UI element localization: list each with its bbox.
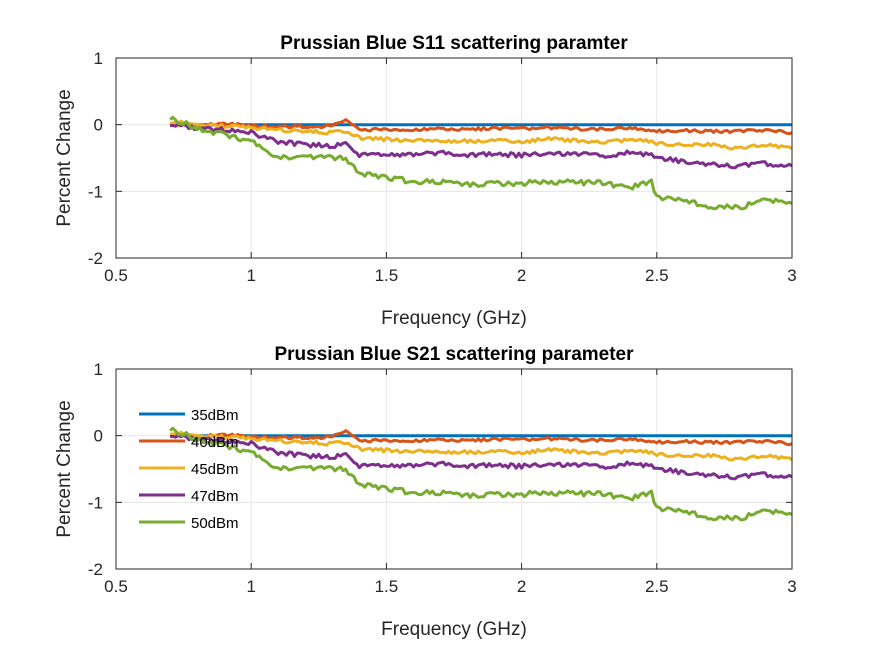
series-line-50dBm (169, 426, 793, 522)
x-tick-label: 2.5 (645, 266, 669, 285)
y-tick-label: -2 (88, 560, 103, 579)
y-tick-label: 1 (94, 49, 103, 68)
x-axis-label: Frequency (GHz) (381, 619, 527, 640)
y-tick-label: 0 (94, 116, 103, 135)
y-axis-label: Percent Change (54, 89, 75, 226)
x-tick-label: 0.5 (104, 266, 128, 285)
chart-title: Prussian Blue S11 scattering paramter (280, 33, 628, 54)
series-line-45dBm (169, 119, 793, 151)
x-tick-label: 2.5 (645, 577, 669, 596)
x-tick-label: 1.5 (375, 266, 399, 285)
x-axis-label: Frequency (GHz) (381, 308, 527, 329)
legend-label: 45dBm (191, 461, 239, 478)
series-line-45dBm (169, 430, 793, 462)
legend-label: 40dBm (191, 434, 239, 451)
series-line-47dBm (169, 122, 793, 170)
series-line-50dBm (169, 115, 793, 211)
series-line-47dBm (169, 433, 793, 481)
y-tick-label: 1 (94, 360, 103, 379)
x-tick-label: 2 (517, 266, 526, 285)
x-tick-label: 2 (517, 577, 526, 596)
x-tick-label: 3 (787, 577, 796, 596)
x-tick-label: 1 (246, 577, 255, 596)
legend: 35dBm 40dBm 45dBm 47dBm 50dBm (139, 407, 239, 532)
plot-2: 0.5 1 1.5 2 2.5 3 1 0 -1 -2 Prussian Blue S21 scat… (54, 344, 797, 640)
legend-label: 35dBm (191, 407, 239, 424)
y-tick-label: 0 (94, 427, 103, 446)
series-line-40dBm (169, 118, 793, 136)
plot-1: 0.5 1 1.5 2 2.5 3 1 0 -1 -2 Prussian Blue S11 scat… (54, 33, 797, 329)
x-tick-label: 3 (787, 266, 796, 285)
axes-box (115, 368, 793, 570)
series-line-40dBm (169, 429, 793, 447)
legend-label: 50dBm (191, 515, 239, 532)
axes-box (115, 57, 793, 259)
x-tick-label: 0.5 (104, 577, 128, 596)
y-tick-label: -2 (88, 249, 103, 268)
legend-label: 47dBm (191, 488, 239, 505)
y-tick-label: -1 (88, 493, 103, 512)
y-tick-label: -1 (88, 182, 103, 201)
plot-area (116, 58, 792, 258)
chart-title: Prussian Blue S21 scattering parameter (274, 344, 634, 365)
x-tick-label: 1 (246, 266, 255, 285)
y-axis-label: Percent Change (54, 400, 75, 537)
plot-area (116, 369, 792, 569)
x-tick-label: 1.5 (375, 577, 399, 596)
